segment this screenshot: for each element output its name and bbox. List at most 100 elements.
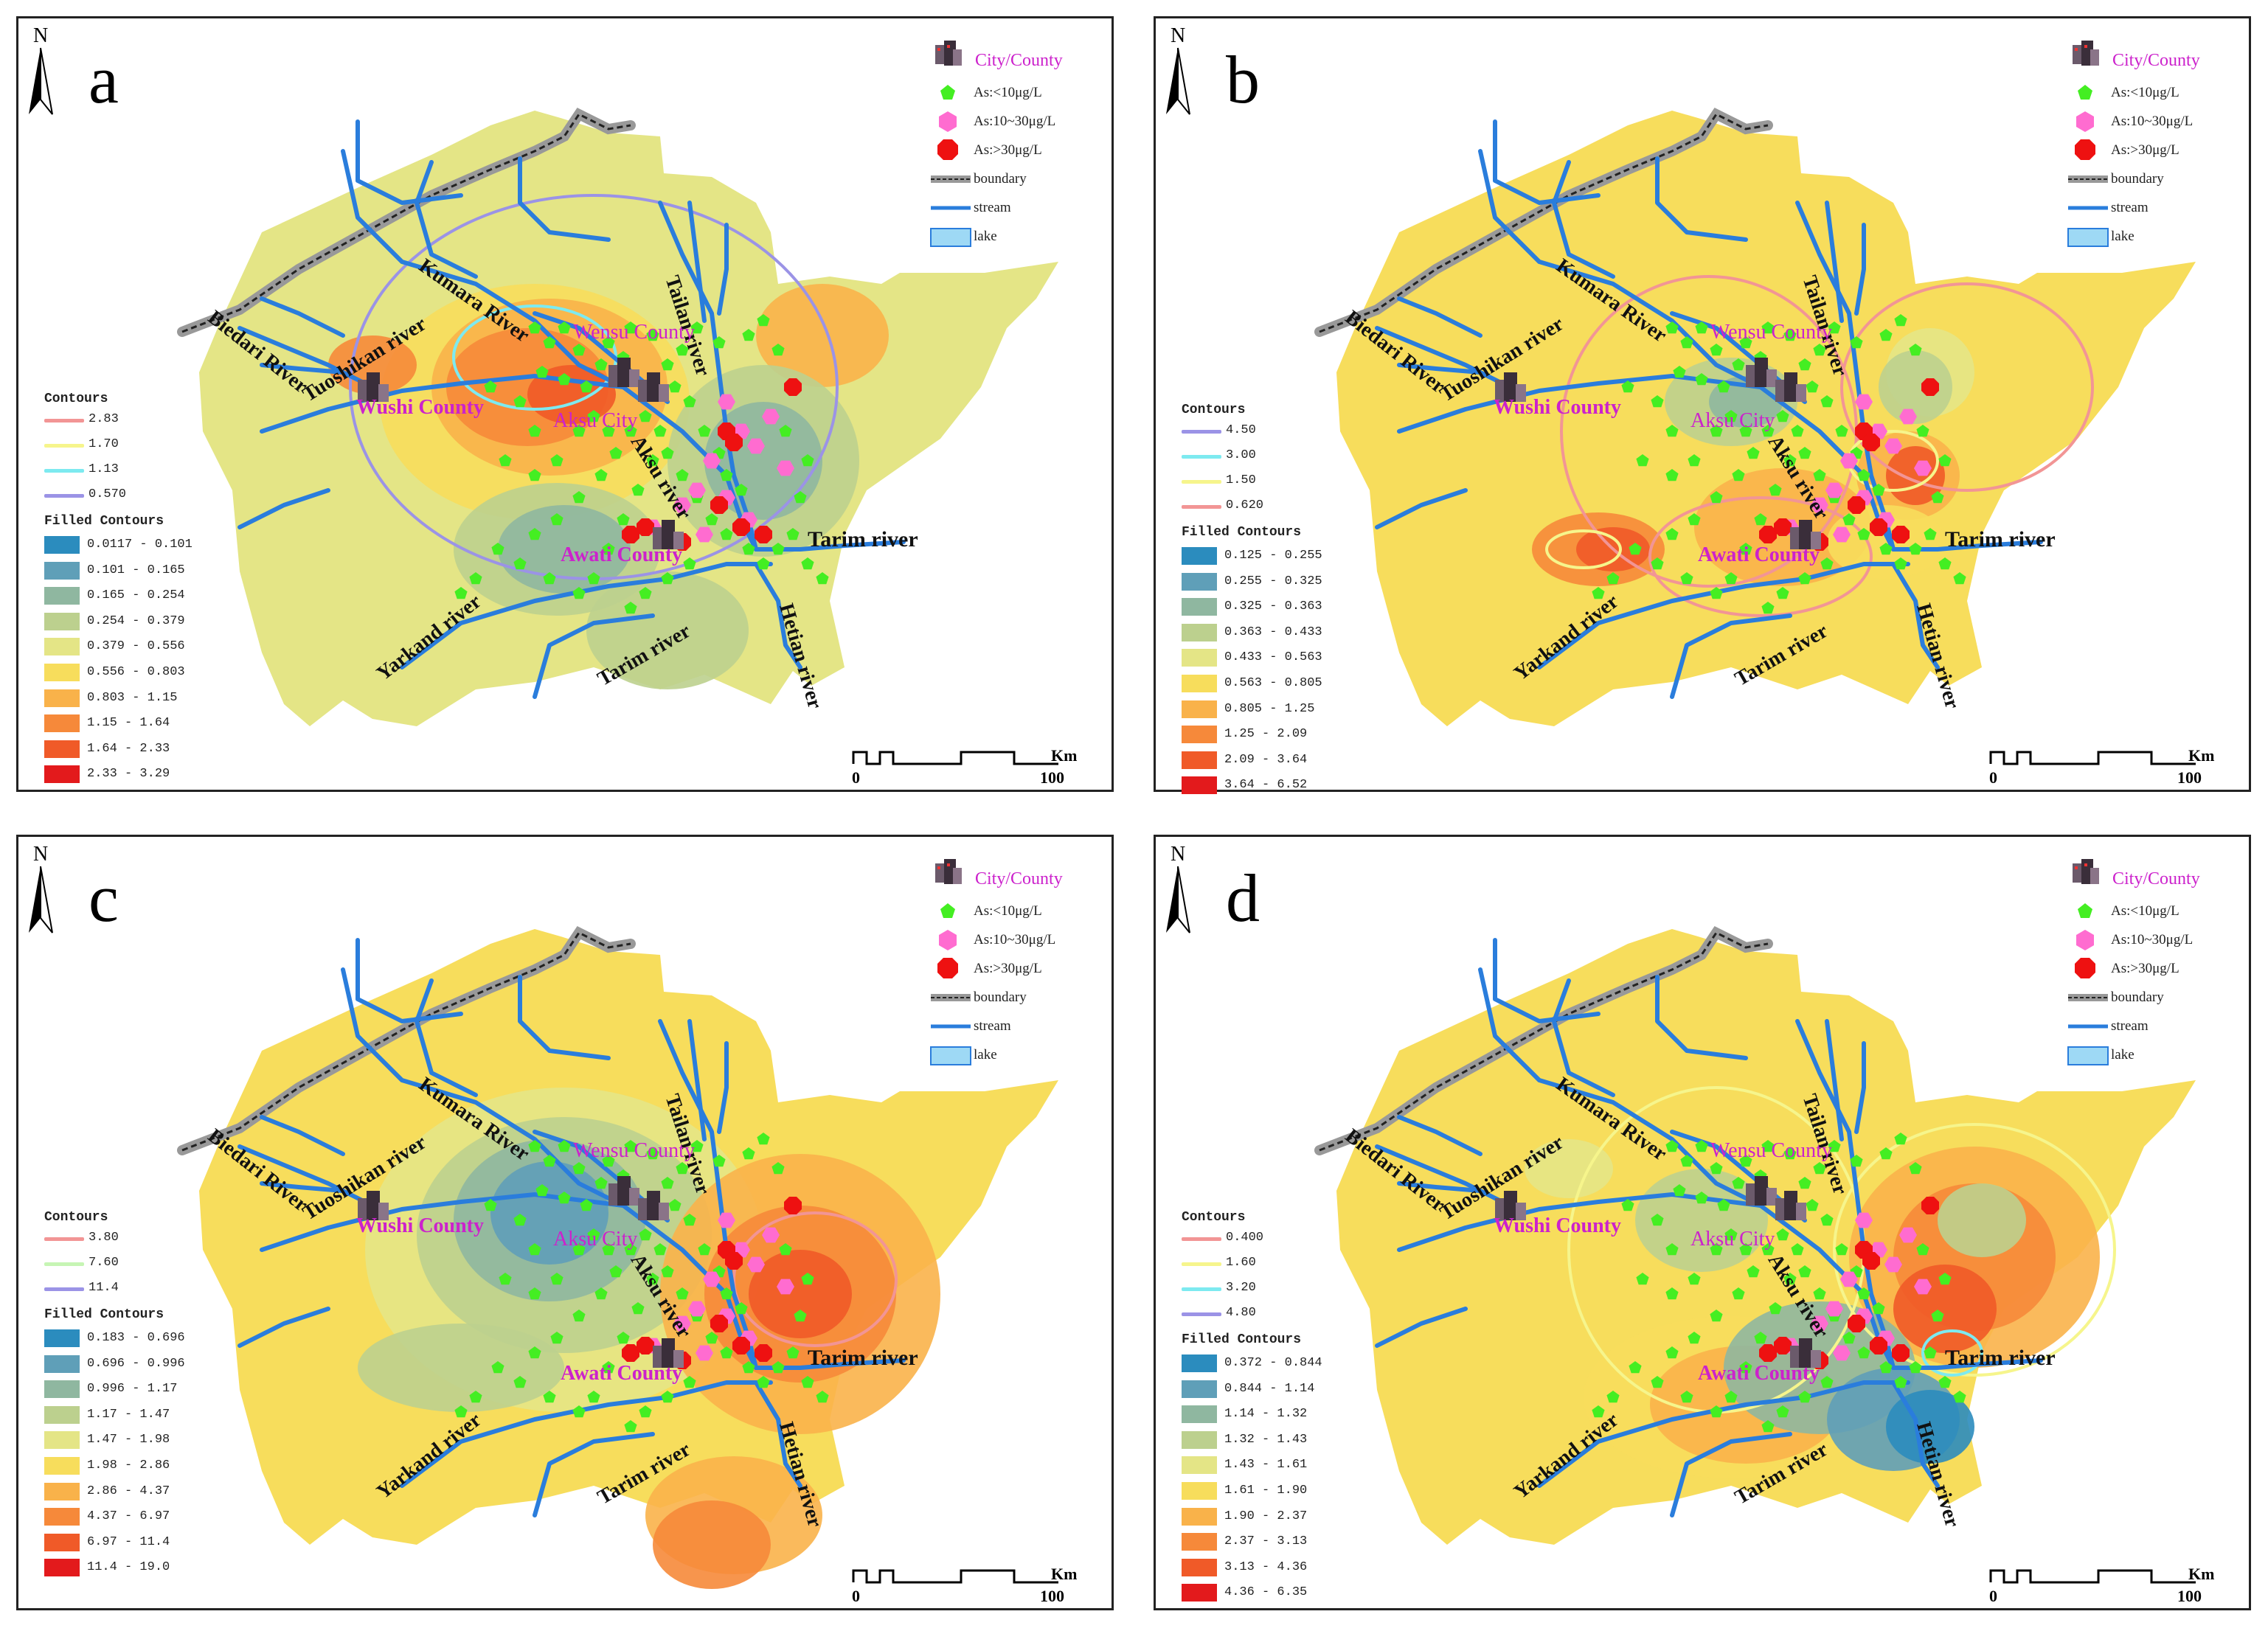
filled-legend-row: 1.90 - 2.37 xyxy=(1182,1503,1351,1529)
filled-swatch xyxy=(44,638,80,656)
contour-swatch xyxy=(44,1237,84,1241)
sample-as-low xyxy=(587,572,600,585)
sample-as-high xyxy=(1892,526,1910,543)
sample-as-low xyxy=(661,1265,674,1278)
sample-as-high xyxy=(1759,1344,1777,1362)
legend-as-high-label: As:>30μg/L xyxy=(2111,142,2179,158)
pink-hexagon-icon xyxy=(2076,930,2094,950)
sample-as-low xyxy=(1739,1243,1752,1256)
filled-swatch xyxy=(44,536,80,554)
filled-contours-heading: Filled Contours xyxy=(44,514,164,529)
contour-swatch xyxy=(1182,505,1221,509)
sample-as-low xyxy=(639,1405,652,1418)
panel-letter: d xyxy=(1226,860,1260,936)
filled-swatch xyxy=(1182,1456,1217,1475)
sample-as-low xyxy=(1857,1287,1870,1300)
filled-legend-row: 1.47 - 1.98 xyxy=(44,1427,214,1453)
sample-as-low xyxy=(742,1361,755,1374)
city-icon xyxy=(1746,1176,1777,1206)
filled-legend-row: 1.25 - 2.09 xyxy=(1182,721,1351,747)
filled-legend-row: 0.996 - 1.17 xyxy=(44,1376,214,1402)
sample-as-mid xyxy=(1884,438,1902,454)
sample-as-low xyxy=(668,380,682,393)
legend-stream: stream xyxy=(2067,1012,2247,1041)
contours-heading: Contours xyxy=(1182,403,1246,417)
filled-legend-row: 1.15 - 1.64 xyxy=(44,710,214,736)
sample-as-low xyxy=(668,1199,682,1211)
contour-line xyxy=(1648,496,1873,617)
sample-as-low xyxy=(513,1214,527,1226)
sample-as-low xyxy=(1872,1302,1885,1315)
sample-as-high xyxy=(755,526,772,543)
contour-legend-row: 1.50 xyxy=(1182,470,1351,495)
legend-city: City/County xyxy=(929,35,1110,79)
filled-range: 2.86 - 4.37 xyxy=(87,1484,170,1498)
filled-swatch xyxy=(44,1329,80,1347)
stream-icon xyxy=(931,1024,971,1029)
sample-as-low xyxy=(543,1155,556,1167)
filled-range: 2.09 - 3.64 xyxy=(1224,752,1308,767)
sample-as-low xyxy=(572,425,586,437)
filled-legend-row: 0.696 - 0.996 xyxy=(44,1351,214,1377)
sample-as-low xyxy=(1916,425,1929,437)
filled-swatch xyxy=(44,1559,80,1577)
legend-as-low-label: As:<10μg/L xyxy=(2111,903,2179,919)
label-tarim-river-east: Tarim river xyxy=(1945,527,2056,552)
sample-as-high xyxy=(725,1252,743,1270)
sample-as-low xyxy=(698,425,711,437)
boundary-icon xyxy=(2068,994,2108,1001)
north-label: N xyxy=(1171,24,1185,47)
contour-legend-row: 3.80 xyxy=(44,1228,214,1253)
sample-as-low xyxy=(602,336,615,349)
lake-icon xyxy=(930,228,971,247)
red-octagon-icon xyxy=(937,958,958,978)
scale-bar-graphic xyxy=(852,751,1058,765)
sample-as-low xyxy=(528,1287,541,1300)
sample-as-mid xyxy=(1914,1279,1932,1295)
boundary-dash xyxy=(181,113,631,333)
sample-as-low xyxy=(1732,1287,1745,1300)
filled-range: 0.379 - 0.556 xyxy=(87,639,185,654)
filled-swatch xyxy=(44,1354,80,1373)
interpolation-surface xyxy=(358,1088,940,1589)
legend-as-high: As:>30μg/L xyxy=(2067,955,2247,984)
sample-as-mid xyxy=(762,408,780,425)
city-icon xyxy=(653,520,684,549)
sample-as-low xyxy=(1798,358,1811,371)
sample-as-low xyxy=(1776,587,1789,599)
filled-swatch xyxy=(44,1508,80,1526)
pink-hexagon-icon xyxy=(939,111,957,132)
sample-as-low xyxy=(1732,469,1745,481)
legend-as-mid: As:10~30μg/L xyxy=(2067,926,2247,955)
sample-as-low xyxy=(1872,484,1885,496)
city-markers xyxy=(358,1176,684,1368)
sample-as-low xyxy=(1798,572,1811,585)
label-tarim-river-east: Tarim river xyxy=(808,527,918,552)
sample-as-low xyxy=(1651,395,1664,408)
scale-unit: Km xyxy=(1051,746,1078,765)
sample-as-low xyxy=(1783,1147,1797,1160)
sample-as-low xyxy=(816,1391,829,1403)
map-canvas xyxy=(177,107,1058,726)
sample-as-low xyxy=(1673,366,1686,378)
legend-as-mid-label: As:10~30μg/L xyxy=(2111,932,2194,947)
sample-as-low xyxy=(1835,425,1848,437)
contour-swatch xyxy=(1182,480,1221,484)
symbol-legend: City/County As:<10μg/L As:10~30μg/L As:>… xyxy=(2067,853,2247,1070)
sample-as-low xyxy=(1636,454,1649,467)
city-icon xyxy=(1495,1191,1526,1220)
sample-as-low xyxy=(1769,1302,1782,1315)
filled-range: 1.17 - 1.47 xyxy=(87,1407,170,1422)
filled-legend-row: 4.36 - 6.35 xyxy=(1182,1579,1351,1605)
filled-legend-row: 2.37 - 3.13 xyxy=(1182,1529,1351,1554)
sample-as-low xyxy=(631,1302,645,1315)
sample-as-low xyxy=(705,1332,718,1344)
sample-as-low xyxy=(1651,1214,1664,1226)
sample-as-low xyxy=(735,1302,748,1315)
sample-as-low xyxy=(631,484,645,496)
sample-as-low xyxy=(1665,1243,1679,1256)
filled-contours-heading: Filled Contours xyxy=(1182,525,1302,540)
sample-as-low xyxy=(1724,410,1738,422)
legend-city-label: City/County xyxy=(975,869,1063,888)
filled-swatch xyxy=(1182,674,1217,692)
